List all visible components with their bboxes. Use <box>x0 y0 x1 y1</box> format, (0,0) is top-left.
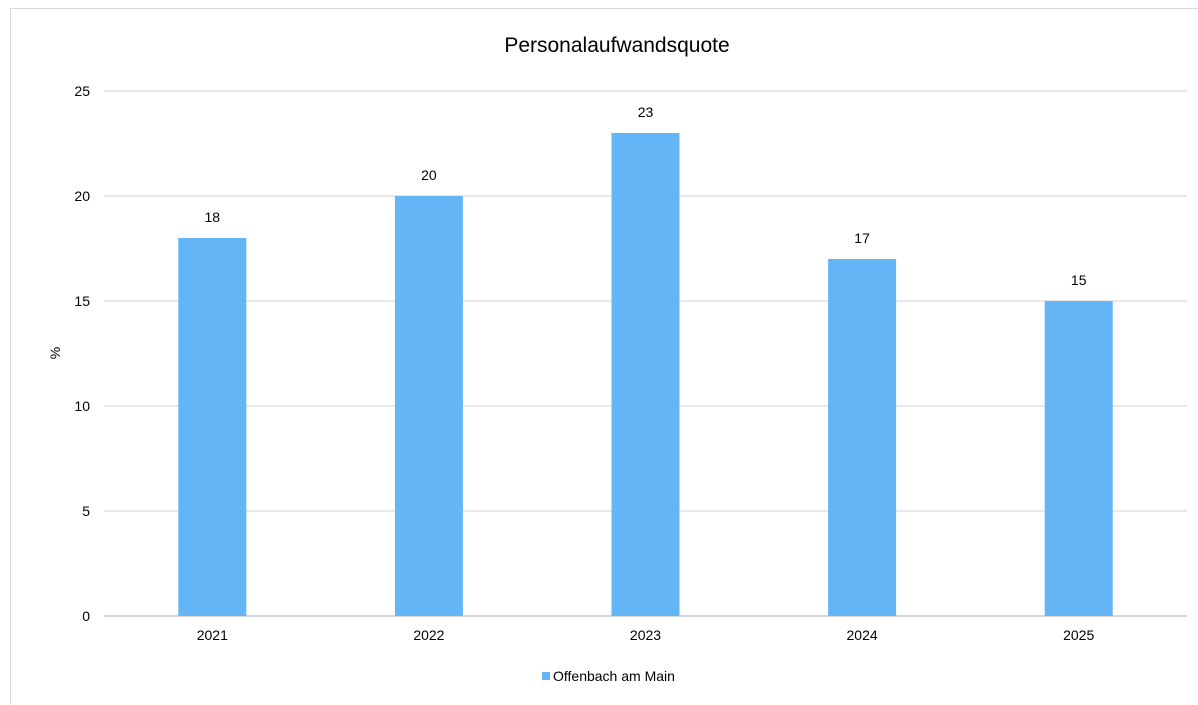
data-label-2022: 20 <box>421 167 437 183</box>
bar-2022[interactable] <box>394 196 463 616</box>
y-axis-ticks: 0 5 10 15 20 25 <box>74 83 90 624</box>
chart-title: Personalaufwandsquote <box>504 34 729 57</box>
legend[interactable]: Offenbach am Main <box>542 668 675 684</box>
bar-2023[interactable] <box>611 133 680 616</box>
frame-border-left <box>10 8 11 705</box>
data-label-2023: 23 <box>638 104 654 120</box>
y-tick-label: 10 <box>74 398 90 414</box>
legend-label: Offenbach am Main <box>553 668 675 684</box>
x-axis-ticks: 2021 2022 2023 2024 2025 <box>197 627 1095 643</box>
y-axis-label: % <box>47 347 63 359</box>
x-tick-label-2024: 2024 <box>847 627 878 643</box>
y-tick-label: 0 <box>82 608 90 624</box>
bar-2024[interactable] <box>828 259 897 616</box>
y-tick-label: 5 <box>82 503 90 519</box>
y-tick-label: 20 <box>74 188 90 204</box>
y-tick-label: 25 <box>74 83 90 99</box>
legend-swatch <box>542 672 550 680</box>
x-tick-label-2022: 2022 <box>413 627 444 643</box>
data-label-2025: 15 <box>1071 272 1087 288</box>
bar-2021[interactable] <box>178 238 247 616</box>
x-tick-label-2023: 2023 <box>630 627 661 643</box>
x-tick-label-2025: 2025 <box>1063 627 1094 643</box>
y-tick-label: 15 <box>74 293 90 309</box>
data-label-2021: 18 <box>205 209 221 225</box>
data-label-2024: 17 <box>854 230 870 246</box>
bar-2025[interactable] <box>1044 301 1113 616</box>
x-tick-label-2021: 2021 <box>197 627 228 643</box>
bars <box>178 133 1113 616</box>
frame-border-top <box>10 8 1198 9</box>
data-labels: 18 20 23 17 15 <box>205 104 1087 288</box>
